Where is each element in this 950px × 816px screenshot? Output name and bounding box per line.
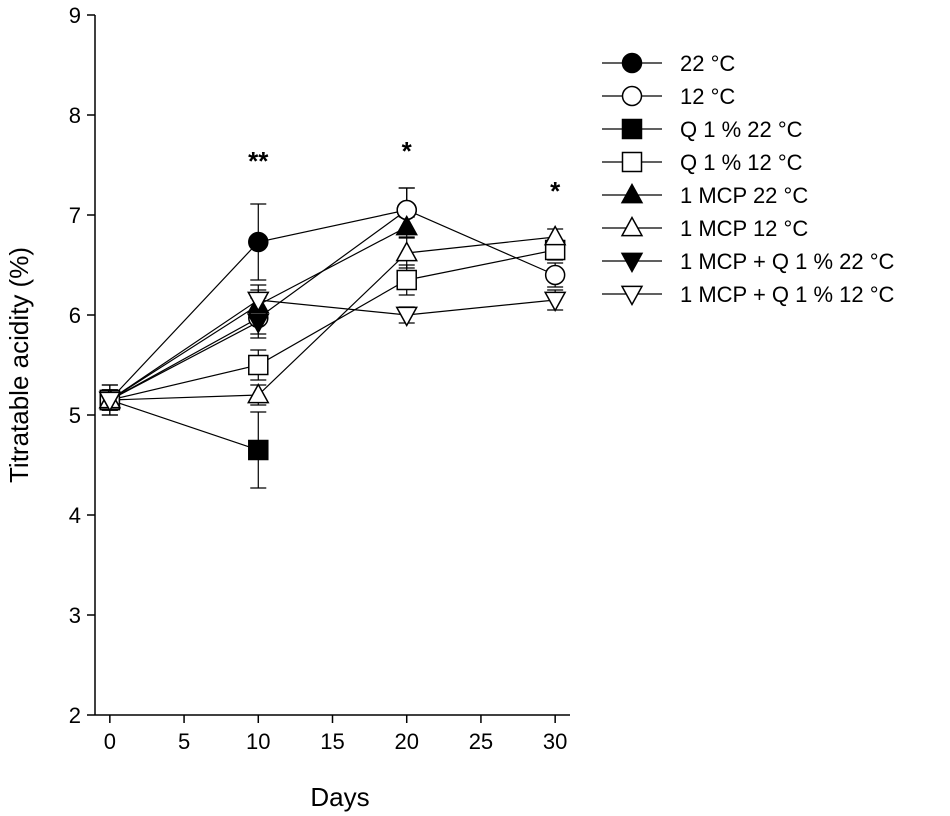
y-tick-label: 3	[69, 603, 81, 628]
legend-marker	[621, 151, 643, 173]
x-tick-label: 0	[104, 729, 116, 754]
series-line	[109, 321, 259, 401]
legend-marker	[620, 252, 644, 274]
data-point	[248, 231, 269, 253]
data-point	[543, 224, 567, 246]
data-point	[248, 439, 269, 461]
series-lines	[109, 209, 556, 451]
data-point	[544, 264, 566, 286]
series-markers	[98, 199, 567, 461]
x-ticks: 0 5 10 15 20 25 30	[104, 715, 567, 754]
data-point	[396, 269, 417, 291]
significance-label: *	[550, 176, 561, 206]
y-tick-label: 4	[69, 503, 81, 528]
series-line	[109, 249, 556, 401]
y-axis-label: Titratable acidity (%)	[4, 247, 34, 483]
legend-marker	[621, 118, 643, 140]
y-tick-label: 5	[69, 403, 81, 428]
legend-label: Q 1 % 22 °C	[680, 117, 803, 142]
data-point	[395, 240, 418, 262]
series-line	[109, 399, 259, 451]
y-tick-label: 2	[69, 703, 81, 728]
series-line	[109, 299, 556, 401]
legend-marker	[621, 85, 643, 107]
legend-label: 22 °C	[680, 51, 735, 76]
y-tick-label: 6	[69, 303, 81, 328]
x-tick-label: 20	[394, 729, 418, 754]
legend-label: 1 MCP + Q 1 % 22 °C	[680, 249, 895, 274]
significance-labels: ** **	[248, 136, 561, 206]
legend: 22 °C 12 °C Q 1 % 22 °C Q 1 % 12 °C 1 MCP 22…	[602, 51, 895, 307]
x-tick-label: 5	[178, 729, 190, 754]
legend-label: 12 °C	[680, 84, 735, 109]
y-tick-label: 7	[69, 203, 81, 228]
data-point	[395, 214, 418, 236]
significance-label: *	[402, 136, 413, 166]
legend-label: Q 1 % 12 °C	[680, 150, 803, 175]
axes	[94, 15, 570, 716]
x-tick-label: 25	[469, 729, 493, 754]
data-point	[247, 382, 270, 404]
data-point	[248, 354, 269, 376]
legend-marker	[620, 182, 644, 204]
error-bars	[101, 187, 564, 489]
significance-label: **	[248, 146, 269, 176]
data-point	[247, 291, 270, 313]
data-point	[395, 306, 418, 328]
y-ticks: 2 3 4 5 6 7 8 9	[69, 3, 95, 728]
legend-marker	[620, 215, 644, 237]
x-tick-label: 15	[320, 729, 344, 754]
series-line	[109, 209, 556, 401]
x-tick-label: 30	[543, 729, 567, 754]
data-point	[247, 313, 270, 335]
legend-label: 1 MCP + Q 1 % 12 °C	[680, 282, 895, 307]
x-tick-label: 10	[246, 729, 270, 754]
data-point	[98, 391, 122, 413]
y-tick-label: 9	[69, 3, 81, 28]
y-tick-label: 8	[69, 103, 81, 128]
legend-marker	[621, 52, 643, 74]
data-point	[543, 291, 567, 313]
legend-marker	[620, 285, 644, 307]
legend-label: 1 MCP 22 °C	[680, 183, 808, 208]
legend-label: 1 MCP 12 °C	[680, 216, 808, 241]
x-axis-label: Days	[310, 782, 369, 812]
series-line	[109, 236, 556, 401]
